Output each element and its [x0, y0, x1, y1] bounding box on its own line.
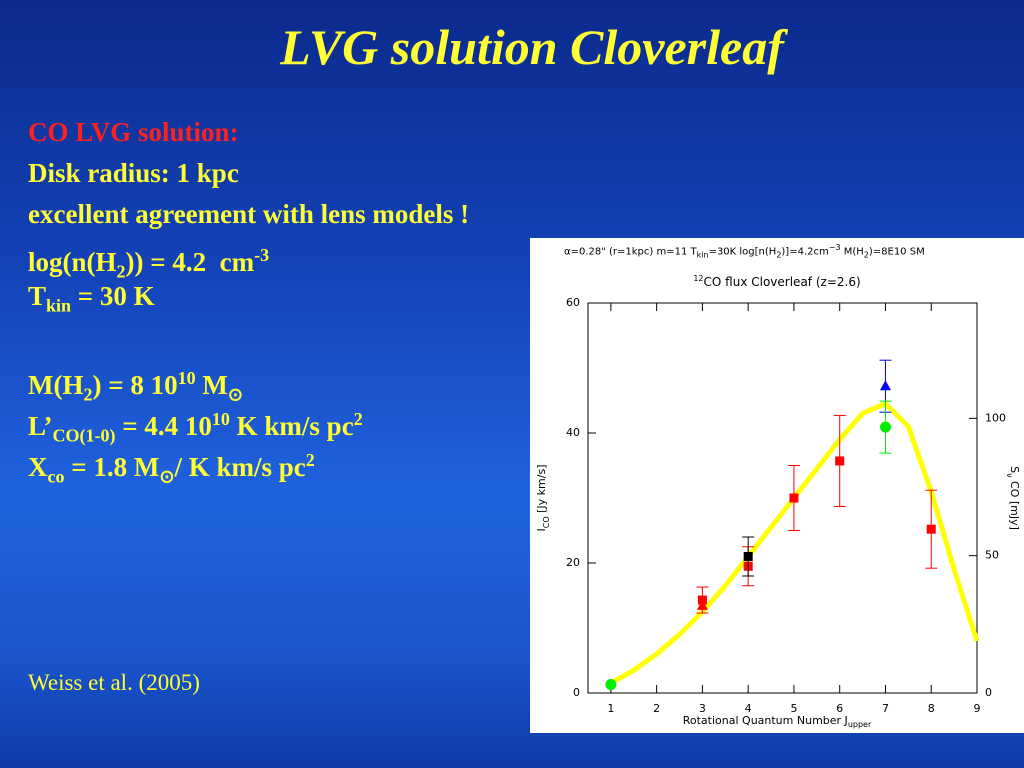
text: = 1.8 M: [64, 452, 160, 482]
text: 10: [177, 368, 196, 388]
text-line: L’CO(1-0) = 4.4 1010 K km/s pc2: [28, 399, 469, 445]
y-tick-label: 40: [566, 426, 580, 439]
text: )) = 4.2 cm: [125, 247, 255, 277]
text: upper: [847, 720, 872, 730]
x-tick-label: 4: [745, 702, 752, 715]
x-tick-label: 9: [974, 702, 981, 715]
text-line: excellent agreement with lens models !: [28, 194, 469, 235]
y2-tick-label: 50: [985, 549, 999, 562]
x-tick-label: 5: [790, 702, 797, 715]
text: =30K log[n(H: [708, 246, 777, 258]
x-axis-label: Rotational Quantum Number Jupper: [530, 714, 1024, 729]
text: L’: [28, 411, 53, 441]
text: co: [47, 466, 65, 487]
text: CO LVG solution:: [28, 117, 239, 147]
text-line: M(H2) = 8 1010 M⊙: [28, 358, 469, 404]
text-line: Xco = 1.8 M⊙/ K km/s pc2: [28, 440, 469, 486]
chart-panel: ICO [Jy km/s] Sν CO [mJy] 1 2 3 4 5 6 7 8 9 0 20 40…: [530, 238, 1024, 733]
text: CO(1-0): [52, 425, 116, 446]
text: CO flux Cloverleaf (z=2.6): [703, 275, 861, 289]
text: ⊙: [159, 466, 175, 487]
text: 2: [83, 384, 93, 405]
text: -3: [254, 245, 270, 265]
x-tick-label: 8: [928, 702, 935, 715]
text-line: log(n(H2)) = 4.2 cm-3: [28, 235, 469, 281]
text: M: [195, 370, 228, 400]
chart-header: α=0.28" (r=1kpc) m=11 Tkin=30K log[n(H2)…: [564, 243, 925, 259]
text: = 4.4 10: [115, 411, 212, 441]
x-tick-label: 6: [836, 702, 843, 715]
plot-frame: [587, 302, 978, 694]
text: S: [1008, 466, 1021, 473]
text: 2: [353, 409, 363, 429]
point: [926, 524, 936, 534]
text-line: Tkin = 30 K: [28, 276, 469, 317]
text: K km/s pc: [229, 411, 354, 441]
model-curve: [609, 400, 980, 686]
text: ν: [1006, 473, 1015, 478]
text: kin: [46, 295, 72, 316]
text: Disk radius: 1 kpc: [28, 158, 239, 188]
text: )]=4.2cm: [781, 246, 829, 258]
text: 2: [863, 250, 869, 260]
text: I: [535, 528, 548, 531]
point: [835, 456, 845, 466]
text: α=0.28" (r=1kpc) m=11 T: [564, 246, 697, 258]
text: 2: [776, 250, 782, 260]
text: 2: [305, 450, 315, 470]
chart-title: 12CO flux Cloverleaf (z=2.6): [530, 274, 1024, 289]
text: X: [28, 452, 48, 482]
text: 2: [116, 261, 126, 282]
y2-axis-label: Sν CO [mJy]: [1006, 466, 1022, 530]
text: M(H: [28, 370, 84, 400]
text: log(n(H: [28, 247, 117, 277]
point: [879, 421, 891, 433]
text: M(H: [840, 246, 864, 258]
text: 10: [211, 409, 230, 429]
text-line: Disk radius: 1 kpc: [28, 153, 469, 194]
text: CO: [542, 516, 551, 528]
y-tick-label: 20: [566, 556, 580, 569]
text-block: CO LVG solution: Disk radius: 1 kpc exce…: [28, 112, 469, 486]
y-axis-label: ICO [Jy km/s]: [535, 465, 551, 532]
text: ⊙: [227, 384, 243, 405]
chart: ICO [Jy km/s] Sν CO [mJy] 1 2 3 4 5 6 7 8 902040…: [535, 296, 1022, 715]
text: = 30 K: [71, 281, 155, 311]
y-tick-label: 60: [566, 296, 580, 309]
slide-title: LVG solution Cloverleaf: [280, 19, 784, 75]
text: T: [28, 281, 47, 311]
point: [605, 679, 617, 691]
x-tick-label: 2: [653, 702, 660, 715]
text: / K km/s pc: [174, 452, 306, 482]
text: ) = 8 10: [92, 370, 178, 400]
text: excellent agreement with lens models !: [28, 199, 470, 229]
point: [743, 552, 753, 561]
text-line: CO LVG solution:: [28, 112, 469, 153]
text: [Jy km/s]: [535, 465, 548, 517]
x-tick-label: 1: [607, 702, 614, 715]
point: [879, 380, 891, 391]
text: )=8E10 SM: [868, 246, 925, 258]
y2-tick-label: 0: [985, 686, 992, 699]
text: 12: [693, 274, 704, 283]
point: [789, 493, 799, 503]
x-tick-label: 3: [699, 702, 706, 715]
citation: Weiss et al. (2005): [28, 670, 200, 695]
text: CO [mJy]: [1008, 478, 1021, 530]
text: Rotational Quantum Number J: [682, 714, 848, 727]
text: kin: [696, 250, 709, 260]
point: [696, 599, 708, 610]
x-tick-label: 7: [882, 702, 889, 715]
y-tick-label: 0: [573, 686, 580, 699]
text: −3: [828, 243, 841, 252]
y2-tick-label: 100: [985, 411, 1006, 424]
